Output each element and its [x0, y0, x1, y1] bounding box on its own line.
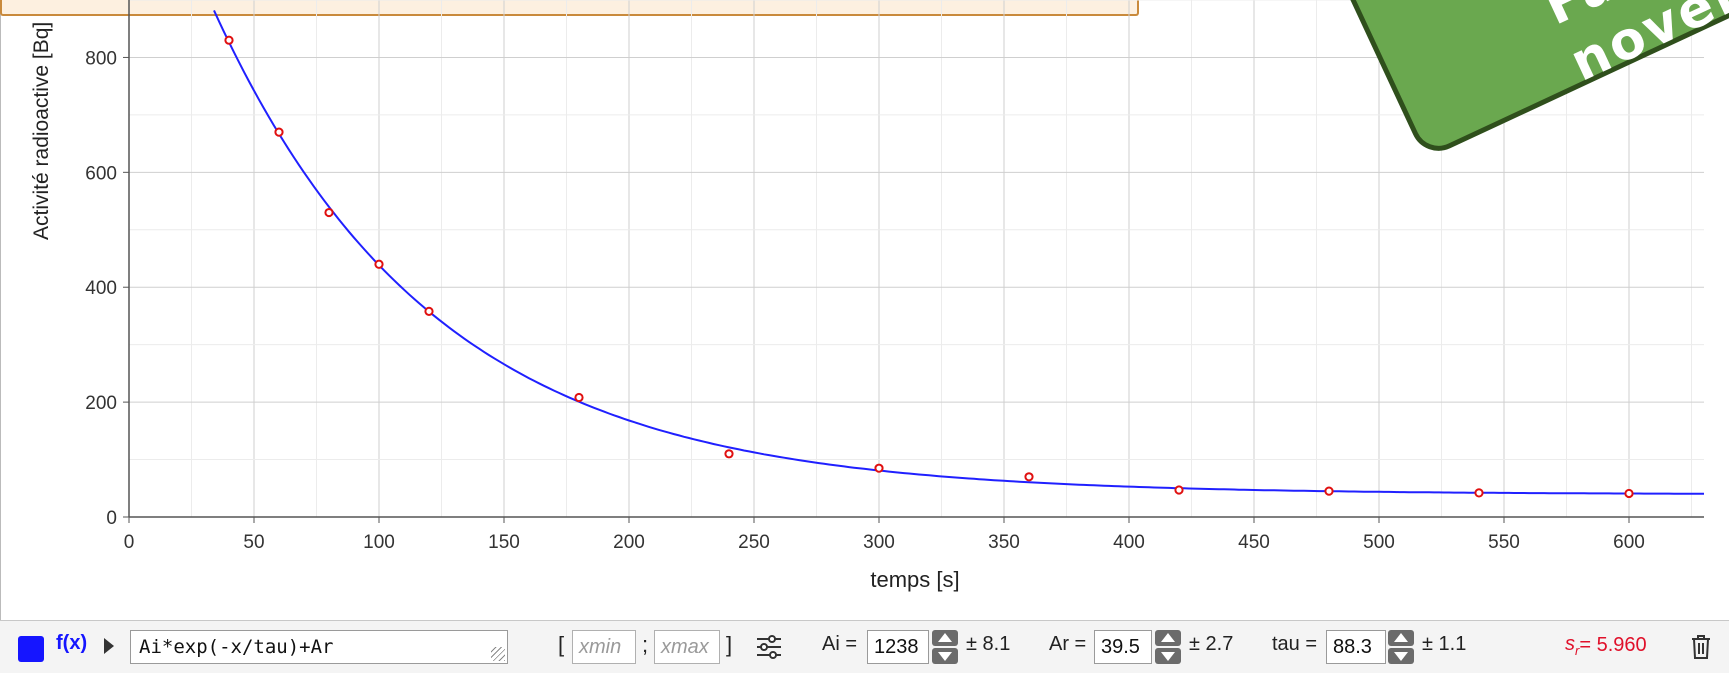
param-ai-label: Ai =	[822, 633, 858, 655]
data-point	[1474, 488, 1484, 498]
residual-std-dev: sr = 5.960	[1565, 633, 1647, 658]
spin-down-icon[interactable]	[1388, 648, 1414, 664]
param-ar-input[interactable]: 39.5	[1094, 630, 1152, 664]
param-tau-error: ± 1.1	[1422, 633, 1467, 655]
sr-value-text: = 5.960	[1579, 634, 1647, 656]
formula-text: Ai*exp(-x/tau)+Ar	[139, 636, 334, 658]
chart-axes	[123, 0, 1704, 523]
data-point	[1624, 488, 1634, 499]
x-tick-label: 50	[243, 532, 264, 553]
y-tick-label: 400	[85, 278, 117, 299]
range-close-bracket: ]	[726, 632, 733, 657]
header-bar	[0, 0, 1139, 16]
data-point	[224, 35, 234, 45]
y-axis-label: Activité radioactive [Bq]	[30, 22, 53, 240]
data-point	[324, 207, 334, 218]
toolbar-divider	[0, 620, 1729, 621]
x-tick-label: 400	[1113, 532, 1145, 553]
spin-up-icon[interactable]	[1155, 630, 1181, 646]
param-ar-error: ± 2.7	[1189, 633, 1234, 655]
resize-grip-icon[interactable]	[491, 647, 505, 661]
param-tau-input[interactable]: 88.3	[1326, 630, 1386, 664]
param-tau-spinner[interactable]	[1388, 630, 1414, 664]
x-tick-label: 600	[1613, 532, 1645, 553]
spin-down-icon[interactable]	[1155, 648, 1181, 664]
formula-input[interactable]: Ai*exp(-x/tau)+Ar	[130, 630, 508, 664]
sr-symbol: sr	[1565, 633, 1580, 658]
x-tick-label: 200	[613, 532, 645, 553]
data-point	[374, 259, 384, 269]
param-ai-error: ± 8.1	[966, 633, 1011, 655]
spin-up-icon[interactable]	[932, 630, 958, 646]
data-point	[724, 449, 734, 459]
data-point	[424, 306, 434, 316]
param-tau-label: tau =	[1272, 633, 1318, 655]
x-tick-labels: 0 50 100 150 200 250 300 350 400 450 500 550 600	[124, 532, 1645, 553]
y-tick-label: 200	[85, 393, 117, 414]
param-ai-input[interactable]: 1238	[867, 630, 929, 664]
spin-up-icon[interactable]	[1388, 630, 1414, 646]
y-tick-labels: 0 200 400 600 800	[85, 48, 117, 529]
data-point	[1324, 486, 1334, 496]
x-tick-label: 300	[863, 532, 895, 553]
data-point	[1024, 472, 1034, 482]
x-tick-label: 100	[363, 532, 395, 553]
data-point	[274, 127, 284, 137]
fit-curve	[213, 9, 1704, 495]
x-tick-label: 250	[738, 532, 770, 553]
data-point	[1174, 485, 1184, 495]
x-axis-label: temps [s]	[870, 567, 959, 592]
sliders-icon[interactable]	[755, 634, 783, 660]
spin-down-icon[interactable]	[932, 648, 958, 664]
y-tick-label: 0	[106, 508, 117, 529]
data-point	[574, 392, 584, 403]
y-tick-label: 600	[85, 163, 117, 184]
play-icon[interactable]	[104, 638, 114, 654]
trash-icon[interactable]	[1690, 634, 1712, 660]
fit-toolbar: f(x) Ai*exp(-x/tau)+Ar [ xmin ; xmax ] A…	[0, 621, 1729, 673]
param-ar-spinner[interactable]	[1155, 630, 1181, 664]
range-open-bracket: [	[558, 632, 565, 657]
range-separator: ;	[642, 632, 649, 657]
data-points	[224, 35, 1634, 499]
x-tick-label: 0	[124, 532, 135, 553]
param-ar-label: Ar =	[1049, 633, 1087, 655]
param-ai-spinner[interactable]	[932, 630, 958, 664]
x-tick-label: 550	[1488, 532, 1520, 553]
function-label: f(x)	[56, 632, 88, 654]
data-point	[874, 463, 884, 473]
curve-color-swatch[interactable]	[18, 636, 44, 662]
x-tick-label: 500	[1363, 532, 1395, 553]
x-tick-label: 150	[488, 532, 520, 553]
x-tick-label: 450	[1238, 532, 1270, 553]
panel-left-border	[0, 0, 1, 620]
x-tick-label: 350	[988, 532, 1020, 553]
y-tick-label: 800	[85, 48, 117, 69]
xmax-input[interactable]: xmax	[654, 630, 720, 664]
xmin-input[interactable]: xmin	[572, 630, 636, 664]
